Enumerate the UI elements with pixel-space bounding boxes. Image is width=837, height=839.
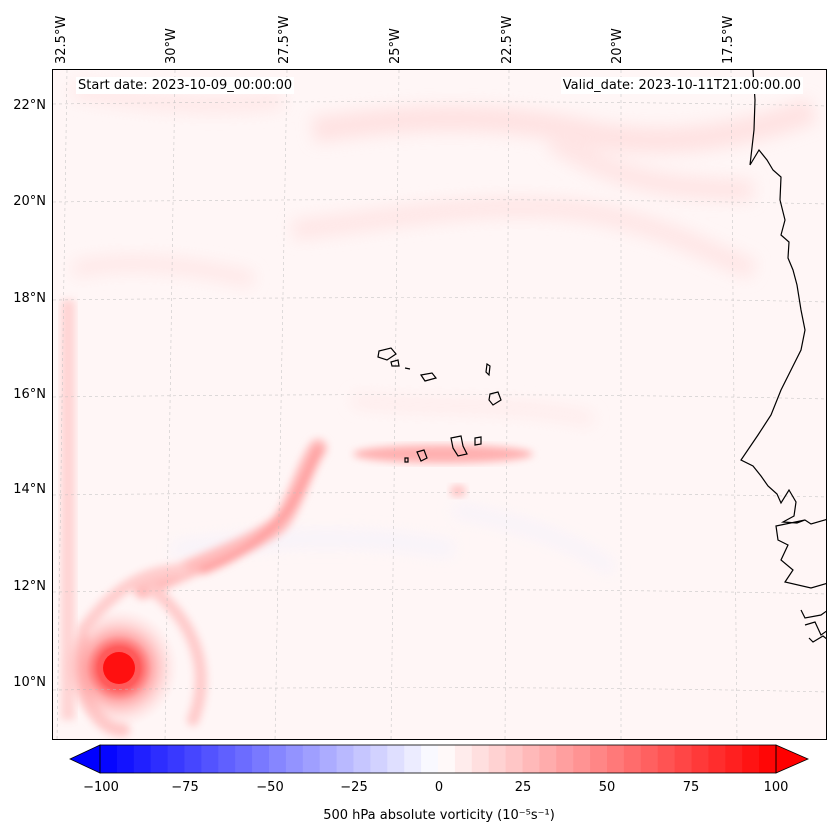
colorbar-segment bbox=[319, 745, 338, 773]
colorbar-segment bbox=[623, 745, 642, 773]
lat-label-18n: 18°N bbox=[13, 291, 46, 306]
colorbar bbox=[69, 744, 809, 774]
valid-date-label: Valid_date: 2023-10-11T21:00:00.00 bbox=[560, 77, 803, 94]
colorbar-segment bbox=[218, 745, 236, 773]
colorbar-segment bbox=[404, 745, 422, 773]
colorbar-segments bbox=[100, 745, 777, 773]
colorbar-tick: 75 bbox=[682, 780, 700, 795]
lon-label-27.5w: 27.5°W bbox=[277, 15, 292, 64]
colorbar-tick: −75 bbox=[171, 780, 199, 795]
colorbar-segment bbox=[471, 745, 490, 773]
colorbar-frame bbox=[99, 744, 777, 774]
colorbar-segment bbox=[454, 745, 473, 773]
colorbar-segment bbox=[184, 745, 202, 773]
colorbar-segment bbox=[522, 745, 540, 773]
lon-label-32.5w: 32.5°W bbox=[54, 15, 69, 64]
colorbar-tick: −100 bbox=[83, 780, 119, 795]
cape-verde-islands bbox=[377, 347, 502, 463]
colorbar-segment bbox=[302, 745, 321, 773]
colorbar-segment bbox=[438, 745, 456, 773]
colorbar-segment bbox=[556, 745, 574, 773]
lat-label-20n: 20°N bbox=[13, 194, 46, 209]
colorbar-tick: −50 bbox=[256, 780, 284, 795]
colorbar-segment bbox=[353, 745, 371, 773]
colorbar-tick: 100 bbox=[763, 780, 789, 795]
lat-label-22n: 22°N bbox=[13, 98, 46, 113]
colorbar-segment bbox=[252, 745, 270, 773]
lat-label-16n: 16°N bbox=[13, 387, 46, 402]
lat-label-12n: 12°N bbox=[13, 579, 46, 594]
lon-label-30w: 30°W bbox=[164, 28, 179, 64]
small-vorticity-spot bbox=[450, 485, 466, 497]
colorbar-segment bbox=[759, 745, 777, 773]
colorbar-segment bbox=[116, 745, 135, 773]
left-edge-band bbox=[61, 300, 75, 720]
colorbar-segment bbox=[387, 745, 405, 773]
colorbar-segment bbox=[488, 745, 507, 773]
colorbar-segment bbox=[201, 745, 219, 773]
map-plot-area bbox=[52, 69, 827, 740]
colorbar-max-arrow bbox=[775, 744, 809, 774]
colorbar-segment bbox=[336, 745, 354, 773]
colorbar-tick: 50 bbox=[598, 780, 616, 795]
lon-label-22.5w: 22.5°W bbox=[500, 15, 515, 64]
colorbar-segment bbox=[167, 745, 185, 773]
lon-label-17.5w: 17.5°W bbox=[721, 15, 736, 64]
colorbar-segment bbox=[150, 745, 169, 773]
colorbar-label: 500 hPa absolute vorticity (10⁻⁵s⁻¹) bbox=[323, 808, 555, 823]
colorbar-tick: 25 bbox=[514, 780, 532, 795]
colorbar-min-arrow bbox=[69, 744, 101, 774]
colorbar-tick: −25 bbox=[340, 780, 368, 795]
colorbar-segment bbox=[100, 745, 118, 773]
gridlines bbox=[53, 70, 826, 739]
colorbar-segment bbox=[708, 745, 726, 773]
colorbar-segment bbox=[421, 745, 439, 773]
lat-label-14n: 14°N bbox=[13, 482, 46, 497]
african-coastline bbox=[740, 70, 826, 643]
colorbar-segment bbox=[674, 745, 692, 773]
colorbar-segment bbox=[725, 745, 743, 773]
lon-label-20w: 20°W bbox=[610, 28, 625, 64]
vorticity-map bbox=[53, 70, 826, 739]
colorbar-segment bbox=[590, 745, 608, 773]
colorbar-segment bbox=[573, 745, 591, 773]
lon-label-25w: 25°W bbox=[388, 28, 403, 64]
colorbar-segment bbox=[133, 745, 152, 773]
colorbar-segment bbox=[691, 745, 709, 773]
colorbar-segment bbox=[657, 745, 676, 773]
colorbar-segment bbox=[742, 745, 760, 773]
colorbar-segment bbox=[285, 745, 304, 773]
lat-label-10n: 10°N bbox=[13, 675, 46, 690]
colorbar-segment bbox=[269, 745, 287, 773]
vortex-core bbox=[103, 652, 135, 684]
start-date-label: Start date: 2023-10-09_00:00:00 bbox=[76, 77, 295, 94]
background-vorticity bbox=[71, 81, 818, 575]
colorbar-segment bbox=[539, 745, 557, 773]
colorbar-segment bbox=[640, 745, 659, 773]
colorbar-segment bbox=[370, 745, 388, 773]
colorbar-segment bbox=[505, 745, 523, 773]
colorbar-tick: 0 bbox=[434, 780, 444, 795]
island-vorticity-streak bbox=[353, 445, 533, 463]
colorbar-segment bbox=[235, 745, 253, 773]
colorbar-segment bbox=[607, 745, 625, 773]
